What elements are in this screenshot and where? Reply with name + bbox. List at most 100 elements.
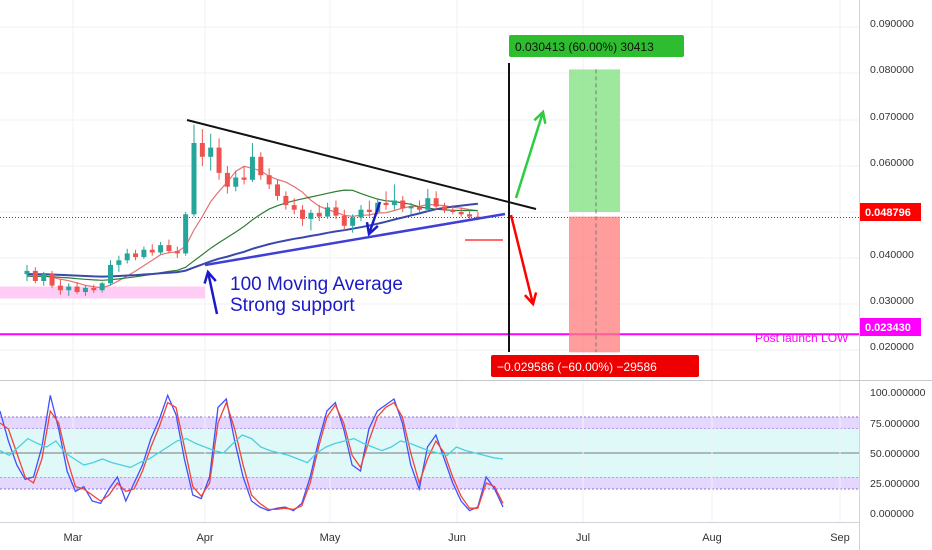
candle [149,244,155,256]
candle [249,143,255,183]
bearish-arrow-shaft [509,214,535,305]
time-tick: Jun [448,532,466,544]
osc-tick: 100.000000 [870,387,926,399]
candle [283,191,289,210]
candle-body [24,270,30,275]
candle [41,271,47,286]
bullish-arrow [514,109,547,199]
candle-body [99,283,105,291]
candle [400,195,406,212]
candle [408,202,414,215]
candle-body [41,274,47,281]
candle [133,249,139,261]
time-tick: Sep [830,532,850,544]
time-tick: May [320,532,341,544]
bullish-arrow-head [533,109,547,125]
candle-body [249,156,255,180]
price-tick: 0.080000 [870,64,914,76]
ma-medium-line [26,189,478,281]
candle-body [108,264,113,284]
candle-body [32,270,38,281]
candle [350,214,356,233]
candle-body [366,209,372,212]
candle [183,212,189,256]
candle [24,264,30,281]
candle [74,281,80,294]
candle-body [158,245,164,253]
candle-body [442,206,447,210]
ma-short-line [26,165,478,289]
candle-body [224,172,230,187]
candle [358,205,364,222]
candle [450,205,456,215]
candle [158,241,164,255]
candle-body [416,206,422,210]
annotation-line-1: 100 Moving Average [230,274,403,295]
candle-body [216,147,222,173]
candle [57,278,63,295]
candle [258,152,264,180]
candle-body [174,251,180,254]
price-tick: 0.040000 [870,249,914,261]
candle [216,138,222,180]
candle-body [316,212,322,217]
long-target-text: 0.030413 (60.00%) 30413 [515,40,654,54]
bounce-callout-arrow-shaft [367,201,382,235]
bearish-arrow [509,214,538,307]
osc-band [0,417,859,429]
candle [366,200,372,217]
osc-tick: 25.000000 [870,478,920,490]
price-pane [0,0,859,380]
candle-body [166,245,172,252]
candle [108,260,113,286]
support-price-badge: 0.023430 [860,318,921,336]
candle-body [283,195,289,206]
candle-body [467,214,473,217]
candle-body [325,207,331,217]
candle [391,184,397,210]
candle-body [458,212,464,215]
candle-body [82,287,88,293]
candle-body [391,200,397,206]
candle-body [91,287,97,291]
candle [32,267,38,284]
osc-series-0 [0,393,504,512]
time-axis: Mar Apr May Jun Jul Aug Sep [64,532,850,544]
candle-body [124,253,130,261]
candle [325,202,331,219]
osc-tick: 50.000000 [870,448,920,460]
short-profit-zone [569,216,620,353]
candle [383,191,389,210]
candle [416,200,422,212]
support-callout-arrow-shaft [206,271,219,315]
candle-body [400,200,406,209]
candle-body [408,206,414,209]
candle [467,209,473,219]
candle-body [291,205,297,210]
candle-body [358,209,364,218]
rising-support-line [204,212,506,267]
candle-body [66,286,72,291]
price-tick: 0.030000 [870,295,914,307]
candle [141,246,147,259]
candle-body [258,156,264,176]
candle [166,239,172,254]
candle [241,166,247,185]
candle-body [116,260,122,265]
bearish-arrow-head [523,292,538,307]
candle [82,285,88,296]
candle-body [266,175,272,185]
candle-body [433,198,439,207]
support-price-label: 0.023430 [865,322,911,334]
candle [199,129,205,166]
price-tick: 0.060000 [870,157,914,169]
candle [308,209,314,231]
candle [275,179,280,201]
candle-body [191,143,197,215]
candle [333,200,339,219]
candle-body [308,212,314,219]
candle-body [149,249,155,253]
candle [66,283,72,296]
stoch-rsi-pane [0,381,859,522]
